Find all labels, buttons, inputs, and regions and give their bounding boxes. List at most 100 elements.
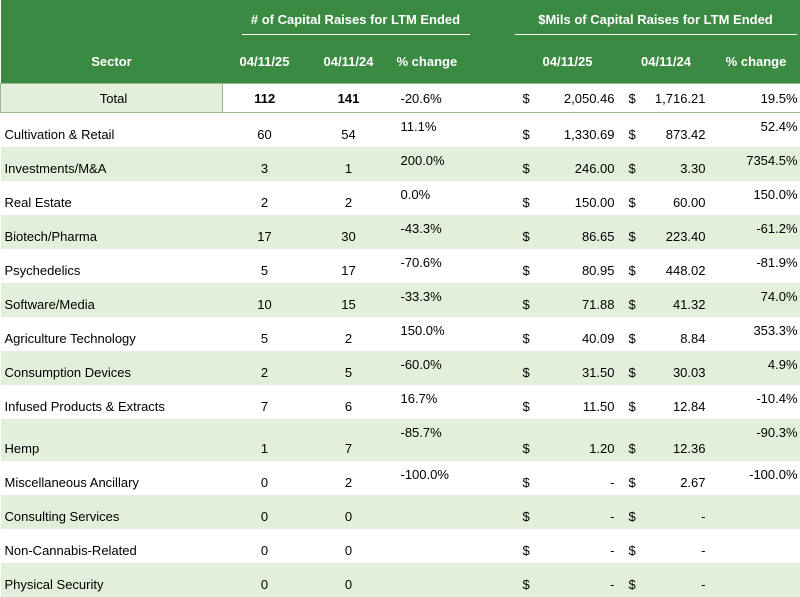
count-2024: 5	[307, 351, 391, 385]
dollar-sign-2025: $	[515, 147, 536, 181]
mils-2025: 1,330.69	[536, 113, 621, 148]
count-2024: 0	[307, 529, 391, 563]
mils-2024: 12.84	[642, 385, 712, 419]
count-2024: 15	[307, 283, 391, 317]
total-dollar-2025: $	[515, 84, 536, 113]
mils-2025: -	[536, 529, 621, 563]
mils-2025: 86.65	[536, 215, 621, 249]
count-2025: 10	[223, 283, 307, 317]
dollar-sign-2025: $	[515, 317, 536, 351]
sector-name: Consumption Devices	[1, 351, 223, 385]
total-count-2025: 112	[223, 84, 307, 113]
count-2025: 5	[223, 249, 307, 283]
mils-2025: 71.88	[536, 283, 621, 317]
dollar-sign-2024: $	[621, 563, 642, 597]
header-group-row: # of Capital Raises for LTM Ended $Mils …	[1, 0, 800, 40]
count-2024: 30	[307, 215, 391, 249]
sector-name: Investments/M&A	[1, 147, 223, 181]
sector-name: Software/Media	[1, 283, 223, 317]
count-pct-change: 200.0%	[391, 147, 489, 181]
header-column-row: Sector 04/11/25 04/11/24 % change 04/11/…	[1, 40, 800, 84]
dollar-sign-2024: $	[621, 249, 642, 283]
count-2025: 7	[223, 385, 307, 419]
total-count-pct: -20.6%	[391, 84, 489, 113]
count-2024: 0	[307, 495, 391, 529]
count-2024: 0	[307, 563, 391, 597]
mils-2024: 2.67	[642, 461, 712, 495]
dollar-sign-2024: $	[621, 215, 642, 249]
sector-name: Biotech/Pharma	[1, 215, 223, 249]
header-date-2025-mils: 04/11/25	[515, 40, 621, 84]
sector-name: Infused Products & Extracts	[1, 385, 223, 419]
dollar-sign-2024: $	[621, 181, 642, 215]
count-pct-change	[391, 495, 489, 529]
mils-2024: 41.32	[642, 283, 712, 317]
sector-name: Real Estate	[1, 181, 223, 215]
total-mils-2024: 1,716.21	[642, 84, 712, 113]
count-2025: 17	[223, 215, 307, 249]
header-blank	[1, 0, 223, 40]
header-group-mils: $Mils of Capital Raises for LTM Ended	[515, 0, 800, 40]
count-pct-change: 16.7%	[391, 385, 489, 419]
count-2024: 2	[307, 181, 391, 215]
total-mils-pct: 19.5%	[712, 84, 800, 113]
sector-name: Hemp	[1, 419, 223, 461]
dollar-sign-2024: $	[621, 283, 642, 317]
mils-pct-change: 7354.5%	[712, 147, 800, 181]
mils-2025: 11.50	[536, 385, 621, 419]
dollar-sign-2025: $	[515, 461, 536, 495]
mils-2025: 1.20	[536, 419, 621, 461]
sector-name: Miscellaneous Ancillary	[1, 461, 223, 495]
mils-2024: 8.84	[642, 317, 712, 351]
count-2025: 3	[223, 147, 307, 181]
dollar-sign-2025: $	[515, 113, 536, 148]
dollar-sign-2024: $	[621, 351, 642, 385]
dollar-sign-2025: $	[515, 351, 536, 385]
dollar-sign-2024: $	[621, 147, 642, 181]
mils-2025: 150.00	[536, 181, 621, 215]
header-pct-change-mils: % change	[712, 40, 800, 84]
count-pct-change: 11.1%	[391, 113, 489, 148]
count-2024: 2	[307, 461, 391, 495]
count-pct-change: -100.0%	[391, 461, 489, 495]
count-2025: 60	[223, 113, 307, 148]
count-2024: 17	[307, 249, 391, 283]
count-2024: 6	[307, 385, 391, 419]
count-pct-change: 0.0%	[391, 181, 489, 215]
dollar-sign-2024: $	[621, 419, 642, 461]
header-date-2025-count: 04/11/25	[223, 40, 307, 84]
sector-name: Cultivation & Retail	[1, 113, 223, 148]
mils-2024: -	[642, 563, 712, 597]
dollar-sign-2024: $	[621, 385, 642, 419]
dollar-sign-2024: $	[621, 495, 642, 529]
mils-2025: 40.09	[536, 317, 621, 351]
mils-2024: -	[642, 495, 712, 529]
dollar-sign-2024: $	[621, 529, 642, 563]
mils-2025: 31.50	[536, 351, 621, 385]
mils-2024: 3.30	[642, 147, 712, 181]
dollar-sign-2025: $	[515, 283, 536, 317]
header-date-2024-count: 04/11/24	[307, 40, 391, 84]
mils-pct-change: -90.3%	[712, 419, 800, 461]
count-2025: 0	[223, 563, 307, 597]
mils-pct-change	[712, 563, 800, 597]
sector-name: Consulting Services	[1, 495, 223, 529]
count-pct-change: -60.0%	[391, 351, 489, 385]
mils-pct-change: -81.9%	[712, 249, 800, 283]
sector-name: Psychedelics	[1, 249, 223, 283]
count-2025: 1	[223, 419, 307, 461]
mils-2024: -	[642, 529, 712, 563]
sector-name: Non-Cannabis-Related	[1, 529, 223, 563]
header-group-count-label: # of Capital Raises for LTM Ended	[242, 12, 470, 35]
count-2025: 0	[223, 461, 307, 495]
mils-pct-change: 74.0%	[712, 283, 800, 317]
dollar-sign-2025: $	[515, 419, 536, 461]
